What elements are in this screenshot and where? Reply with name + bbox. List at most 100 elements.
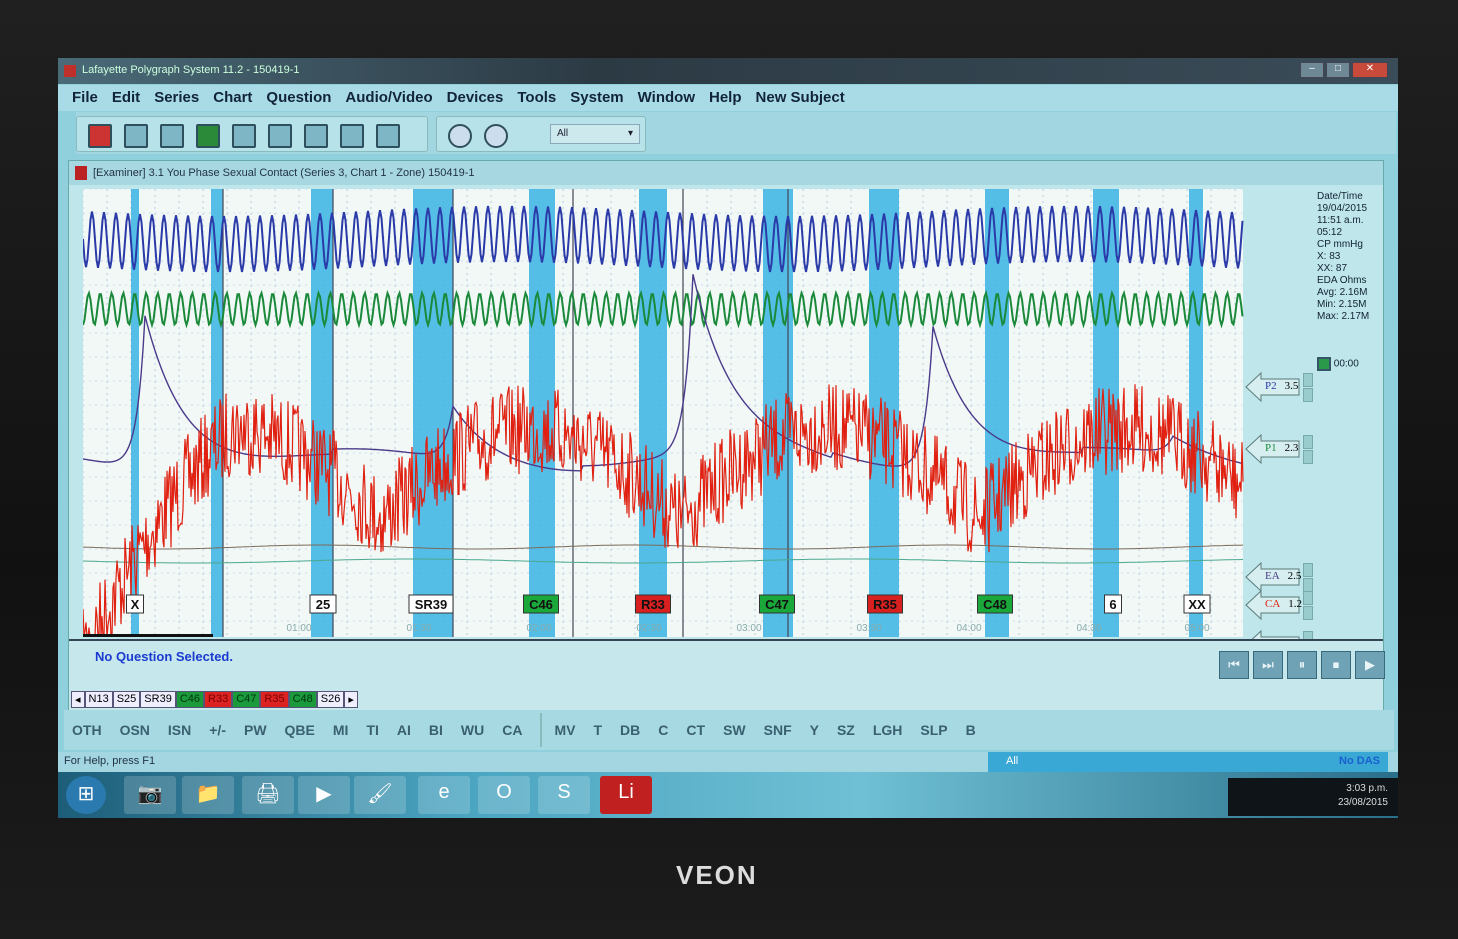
question-label-c47[interactable]: C47 <box>759 594 795 614</box>
menu-edit[interactable]: Edit <box>111 89 141 106</box>
question-label-x[interactable]: X <box>126 594 144 614</box>
question-tab[interactable]: C47 <box>232 691 261 708</box>
clock-time[interactable]: 3:03 p.m. <box>1346 783 1388 794</box>
sensitivity-up-button[interactable] <box>1303 435 1313 449</box>
question-label-c48[interactable]: C48 <box>977 594 1013 614</box>
zoom-out-icon[interactable] <box>484 124 508 148</box>
annotation-button[interactable]: OSN <box>119 722 150 738</box>
maximize-button[interactable]: □ <box>1326 62 1350 78</box>
annotation-button[interactable]: T <box>593 722 603 738</box>
question-tab[interactable]: C48 <box>288 691 317 708</box>
question-tab[interactable]: S25 <box>112 691 141 708</box>
play-chart-icon[interactable] <box>196 124 220 148</box>
annotation-button[interactable]: WU <box>460 722 485 738</box>
question-label-sr39[interactable]: SR39 <box>408 594 454 614</box>
menu-chart[interactable]: Chart <box>213 89 253 106</box>
annotation-button[interactable]: SW <box>723 722 746 738</box>
polygraph-chart[interactable]: X 25 SR39 C46 R33 C47 R35 C48 6 XX 01:00 01:30 02:00… <box>83 189 1313 637</box>
menu-series[interactable]: Series <box>154 89 200 106</box>
annotation-button[interactable]: B <box>965 722 976 738</box>
close-button[interactable]: ✕ <box>1352 62 1388 78</box>
menu-file[interactable]: File <box>72 89 98 106</box>
minimize-button[interactable]: – <box>1300 62 1324 78</box>
question-tab[interactable]: R35 <box>260 691 289 708</box>
sensitivity-up-button[interactable] <box>1303 563 1313 577</box>
hand-icon[interactable] <box>340 124 364 148</box>
timer-icon[interactable] <box>1317 357 1331 371</box>
annotation-button[interactable]: SNF <box>763 722 792 738</box>
taskbar-internet-explorer[interactable]: e <box>418 776 470 814</box>
taskbar-media-player[interactable]: ▶ <box>298 776 350 814</box>
question-tab[interactable]: S26 <box>316 691 345 708</box>
annotation-button[interactable]: OTH <box>72 722 102 738</box>
taskbar-lafayette[interactable]: Li <box>600 776 652 814</box>
question-tab[interactable]: R33 <box>204 691 233 708</box>
question-tab[interactable]: N13 <box>84 691 113 708</box>
annotation-button[interactable]: QBE <box>284 722 315 738</box>
annotation-button[interactable]: ISN <box>167 722 192 738</box>
annotation-button[interactable]: MV <box>554 722 576 738</box>
menu-system[interactable]: System <box>570 89 624 106</box>
annotation-button[interactable]: MI <box>332 722 349 738</box>
sensitivity-arrow-ea[interactable]: EA 2.5 <box>1245 561 1301 593</box>
menu-audio-video[interactable]: Audio/Video <box>345 89 433 106</box>
taskbar-camera-app[interactable]: 📷 <box>124 776 176 814</box>
sensitivity-arrow-p1[interactable]: P1 2.3 <box>1245 433 1301 465</box>
question-label-r35[interactable]: R35 <box>867 594 903 614</box>
annotation-button[interactable]: C <box>658 722 669 738</box>
question-tab[interactable]: SR39 <box>140 691 176 708</box>
menu-devices[interactable]: Devices <box>446 89 504 106</box>
forward-chart-icon[interactable] <box>232 124 256 148</box>
rewind-button[interactable]: ⏮ <box>1219 651 1249 679</box>
sensitivity-down-button[interactable] <box>1303 578 1313 592</box>
question-tab[interactable]: C46 <box>175 691 205 708</box>
taskbar-outlook[interactable]: O <box>478 776 530 814</box>
annotation-button[interactable]: BI <box>428 722 443 738</box>
annotation-button[interactable]: AI <box>396 722 411 738</box>
question-label-25[interactable]: 25 <box>309 594 337 614</box>
annotation-button[interactable]: SZ <box>836 722 855 738</box>
pause-chart-icon[interactable] <box>268 124 292 148</box>
sensitivity-down-button[interactable] <box>1303 450 1313 464</box>
annotation-button[interactable]: LGH <box>872 722 903 738</box>
tabs-scroll-right[interactable]: ▸ <box>344 691 358 708</box>
tabs-scroll-left[interactable]: ◂ <box>71 691 85 708</box>
question-label-r33[interactable]: R33 <box>635 594 671 614</box>
stop-button[interactable]: ⏹ <box>1321 651 1351 679</box>
taskbar-hp-app[interactable]: 🖨 <box>242 776 294 814</box>
zoom-in-icon[interactable] <box>448 124 472 148</box>
annotation-button[interactable]: DB <box>620 722 641 738</box>
annotation-button[interactable]: SLP <box>920 722 948 738</box>
annotation-button[interactable]: CT <box>686 722 706 738</box>
zoom-select[interactable]: All ▾ <box>550 124 640 144</box>
sensitivity-up-button[interactable] <box>1303 591 1313 605</box>
menu-window[interactable]: Window <box>637 89 695 106</box>
menu-help[interactable]: Help <box>709 89 742 106</box>
question-label-c46[interactable]: C46 <box>523 594 559 614</box>
menu-new-subject[interactable]: New Subject <box>755 89 845 106</box>
sensitivity-down-button[interactable] <box>1303 606 1313 620</box>
sensitivity-up-button[interactable] <box>1303 373 1313 387</box>
taskbar-paint[interactable]: 🖌 <box>354 776 406 814</box>
annotation-button[interactable]: TI <box>366 722 379 738</box>
play-button[interactable]: ▶ <box>1355 651 1385 679</box>
annotation-button[interactable]: +/- <box>209 722 226 738</box>
pause-button[interactable]: ⏸ <box>1287 651 1317 679</box>
question-label-xx[interactable]: XX <box>1183 594 1211 614</box>
fast-forward-button[interactable]: ⏭ <box>1253 651 1283 679</box>
sensitivity-arrow-ca[interactable]: CA 1.2 <box>1245 589 1302 621</box>
annotation-button[interactable]: Y <box>809 722 819 738</box>
chart-icon[interactable] <box>124 124 148 148</box>
sensitivity-arrow-p2[interactable]: P2 3.5 <box>1245 371 1301 403</box>
menu-tools[interactable]: Tools <box>517 89 557 106</box>
annotation-button[interactable]: PW <box>243 722 267 738</box>
taskbar-explorer[interactable]: 📁 <box>182 776 234 814</box>
rewind-chart-icon[interactable] <box>160 124 184 148</box>
taskbar-skype[interactable]: S <box>538 776 590 814</box>
record-icon[interactable] <box>88 124 112 148</box>
menu-question[interactable]: Question <box>266 89 332 106</box>
clock-date[interactable]: 23/08/2015 <box>1337 797 1388 808</box>
hand-alt-icon[interactable] <box>376 124 400 148</box>
question-label-6[interactable]: 6 <box>1104 594 1122 614</box>
link-icon[interactable] <box>304 124 328 148</box>
